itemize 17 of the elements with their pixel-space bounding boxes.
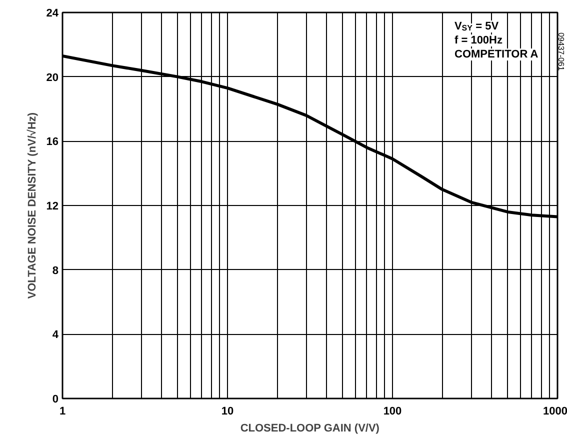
- x-tick-label: 1: [59, 406, 66, 418]
- annotation: 09437-061: [556, 32, 566, 72]
- annotation: VSY = 5V: [454, 20, 500, 32]
- y-tick-label: 16: [46, 136, 59, 148]
- y-axis-title: VOLTAGE NOISE DENSITY (nV/√Hz): [26, 112, 38, 299]
- x-axis-title: CLOSED-LOOP GAIN (V/V): [240, 422, 380, 434]
- x-tick-label: 1000: [543, 406, 567, 418]
- annotation: f = 100Hz: [454, 34, 503, 46]
- annotation: COMPETITOR A: [454, 48, 538, 60]
- y-tick-label: 24: [46, 8, 60, 20]
- y-tick-label: 12: [46, 200, 59, 212]
- y-tick-label: 0: [52, 394, 59, 406]
- y-tick-label: 20: [46, 72, 59, 84]
- x-tick-label: 100: [383, 406, 402, 418]
- y-tick-label: 8: [52, 264, 59, 277]
- x-tick-label: 10: [221, 406, 234, 418]
- y-tick-label: 4: [52, 329, 60, 342]
